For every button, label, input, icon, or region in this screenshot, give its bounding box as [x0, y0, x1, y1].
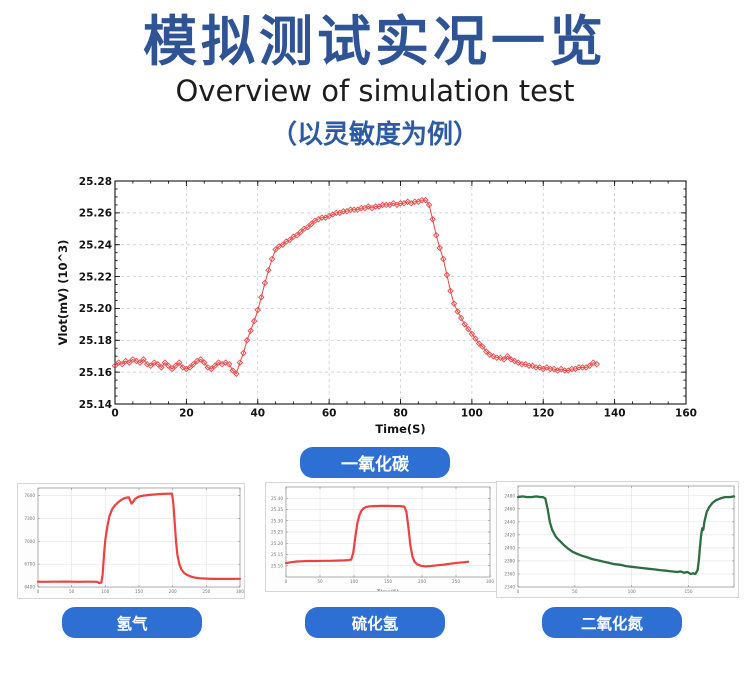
- svg-text:25.14: 25.14: [79, 399, 112, 411]
- h2-chart-svg: 0 50 100 150 200 250 300 6400 6700 7000 7300 7600: [24, 487, 244, 594]
- svg-text:150: 150: [384, 579, 392, 584]
- svg-text:150: 150: [135, 589, 143, 594]
- svg-text:0: 0: [517, 589, 520, 594]
- svg-text:Time(S): Time(S): [375, 422, 425, 436]
- svg-text:100: 100: [628, 589, 636, 594]
- svg-text:120: 120: [532, 408, 554, 420]
- svg-text:20: 20: [179, 408, 194, 420]
- h2-badge: 氢气: [62, 607, 202, 638]
- no2-response-chart: 0 50 100 150 2340 2360 2380 2400 2420 2440 2460 248…: [496, 481, 739, 598]
- svg-text:25.16: 25.16: [79, 367, 112, 379]
- svg-text:25.30: 25.30: [271, 518, 283, 523]
- svg-text:2460: 2460: [504, 506, 515, 511]
- svg-text:25.40: 25.40: [271, 496, 283, 501]
- svg-text:2400: 2400: [504, 545, 515, 550]
- svg-text:Vlot(mV) (10^3): Vlot(mV) (10^3): [56, 240, 70, 346]
- h2s-response-chart: 0 50 100 150 200 250 300 25.10 25.15 25.20 25.25 25…: [265, 482, 497, 592]
- svg-text:140: 140: [604, 408, 626, 420]
- page-subtitle: Overview of simulation test: [175, 73, 575, 108]
- svg-text:100: 100: [350, 579, 358, 584]
- svg-text:2360: 2360: [504, 571, 515, 576]
- svg-text:25.22: 25.22: [79, 271, 112, 283]
- page-title: 模拟测试实况一览: [143, 10, 607, 73]
- svg-text:25.10: 25.10: [271, 563, 283, 568]
- svg-text:40: 40: [250, 408, 265, 420]
- svg-text:300: 300: [486, 579, 494, 584]
- svg-text:6400: 6400: [24, 585, 35, 590]
- svg-text:0: 0: [111, 408, 118, 420]
- no2-chart-svg: 0 50 100 150 2340 2360 2380 2400 2420 2440 2460 248…: [504, 485, 736, 594]
- page-note: （以灵敏度为例）: [270, 119, 479, 150]
- header: 模拟测试实况一览 Overview of simulation test （以灵…: [0, 0, 750, 151]
- svg-text:80: 80: [393, 408, 408, 420]
- h2s-chart-svg: 0 50 100 150 200 250 300 25.10 25.15 25.20 25.25 25…: [271, 486, 494, 591]
- svg-text:7000: 7000: [24, 539, 35, 544]
- svg-text:0: 0: [285, 579, 288, 584]
- svg-text:25.18: 25.18: [79, 335, 112, 347]
- svg-text:100: 100: [461, 408, 483, 420]
- co-badge: 一氧化碳: [300, 447, 450, 478]
- svg-text:250: 250: [202, 589, 210, 594]
- svg-text:250: 250: [452, 579, 460, 584]
- svg-text:25.28: 25.28: [79, 176, 112, 188]
- svg-text:300: 300: [236, 589, 244, 594]
- svg-text:25.26: 25.26: [79, 208, 112, 220]
- no2-badge: 二氧化氮: [542, 607, 682, 638]
- svg-text:2340: 2340: [504, 585, 515, 590]
- svg-text:25.20: 25.20: [79, 303, 112, 315]
- svg-text:50: 50: [572, 589, 578, 594]
- svg-text:7300: 7300: [24, 516, 35, 521]
- h2-response-chart: 0 50 100 150 200 250 300 6400 6700 7000 7300 7600: [17, 483, 245, 599]
- svg-text:2380: 2380: [504, 558, 515, 563]
- svg-text:6700: 6700: [24, 562, 35, 567]
- svg-text:7600: 7600: [24, 493, 35, 498]
- svg-text:160: 160: [675, 408, 697, 420]
- svg-text:150: 150: [685, 589, 693, 594]
- co-sensitivity-chart: 0 20 40 60 80 100 120 140 160 25.14 25.16 25.18 25.2…: [55, 158, 705, 443]
- svg-text:2440: 2440: [504, 519, 515, 524]
- svg-text:2480: 2480: [504, 493, 515, 498]
- svg-text:25.25: 25.25: [271, 530, 283, 535]
- svg-text:200: 200: [169, 589, 177, 594]
- svg-text:25.24: 25.24: [79, 239, 112, 251]
- svg-text:25.15: 25.15: [271, 552, 283, 557]
- svg-text:200: 200: [418, 579, 426, 584]
- svg-text:50: 50: [69, 589, 75, 594]
- svg-text:50: 50: [317, 579, 323, 584]
- svg-text:2420: 2420: [504, 532, 515, 537]
- svg-text:Time(S): Time(S): [377, 589, 399, 591]
- svg-text:100: 100: [101, 589, 109, 594]
- svg-text:25.35: 25.35: [271, 507, 283, 512]
- svg-text:25.20: 25.20: [271, 541, 283, 546]
- svg-text:60: 60: [322, 408, 337, 420]
- svg-text:0: 0: [37, 589, 40, 594]
- co-chart-svg: 0 20 40 60 80 100 120 140 160 25.14 25.16 25.18 25.2…: [56, 176, 697, 436]
- h2s-badge: 硫化氢: [305, 607, 445, 638]
